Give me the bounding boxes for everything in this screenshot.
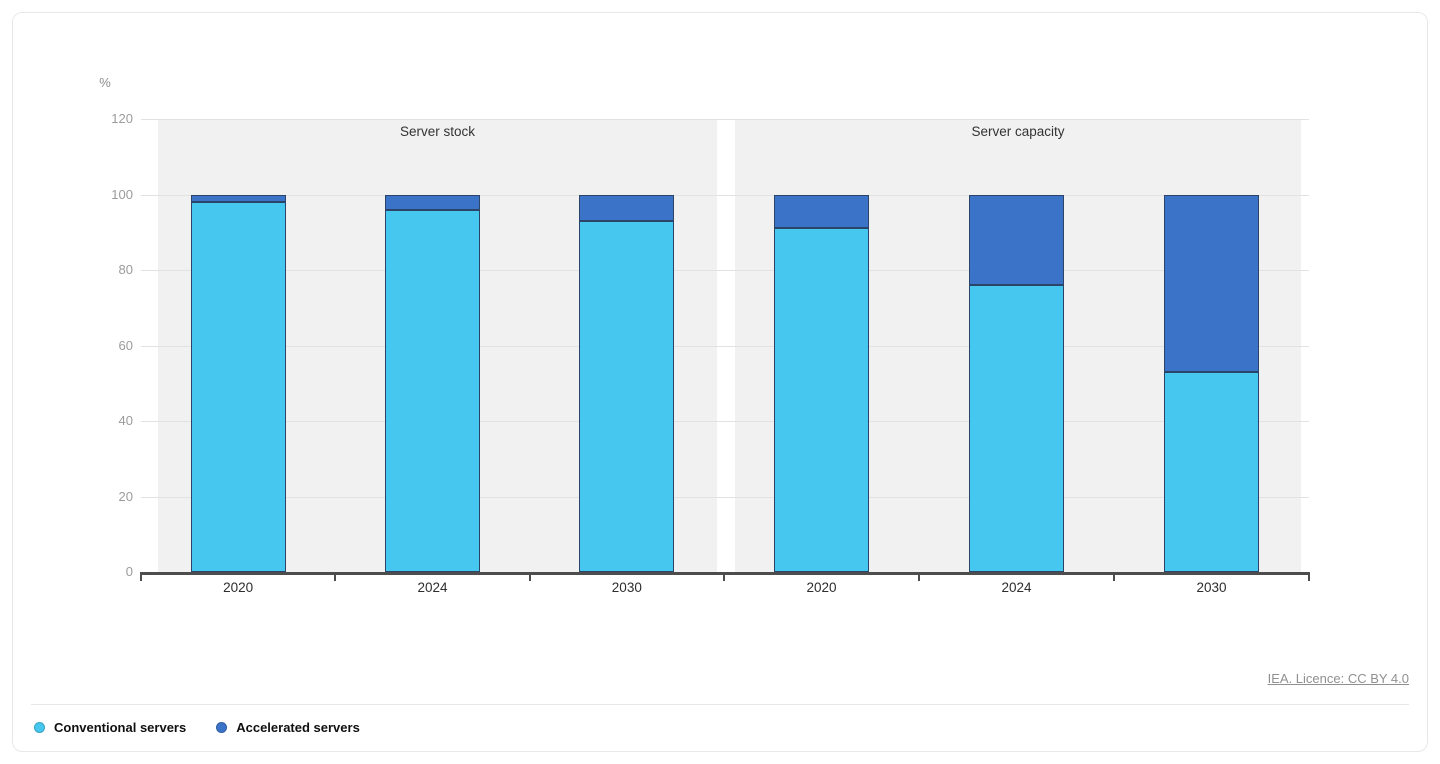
y-axis-tick-label: 80 [118, 262, 133, 277]
y-axis-tick-label: 0 [125, 564, 133, 579]
y-axis-tick-label: 20 [118, 488, 133, 504]
bar-segment-accelerated [385, 194, 480, 210]
bar-segment-accelerated [190, 194, 286, 203]
bar-segment-conventional [579, 220, 675, 572]
y-axis-tick-label: 60 [118, 337, 133, 353]
x-axis-tick [528, 572, 531, 581]
legend-item[interactable]: Accelerated servers [216, 720, 360, 735]
y-gridline [141, 345, 1309, 347]
y-axis-tick-label: 40 [118, 413, 133, 428]
x-axis-line [141, 572, 1309, 575]
x-axis-tick [918, 572, 920, 581]
legend-swatch-icon [34, 722, 45, 733]
x-axis-tick-label: 2030 [611, 580, 642, 595]
chart-legend: Conventional servers Accelerated servers [34, 720, 360, 735]
legend-swatch-icon [216, 722, 228, 733]
y-gridline [141, 421, 1309, 422]
y-gridline [141, 119, 1309, 120]
bar-segment-accelerated [1164, 194, 1259, 372]
panel-title: Server stock [399, 124, 476, 139]
bar-segment-conventional [774, 228, 869, 572]
x-axis-tick-label: 2024 [417, 580, 448, 595]
bar-segment-accelerated [969, 194, 1064, 286]
x-axis-tick-label: 2024 [1001, 580, 1032, 595]
stacked-bar [774, 194, 869, 573]
y-gridline [141, 270, 1309, 271]
stacked-bar [579, 194, 675, 573]
x-axis-tick [723, 572, 725, 581]
stacked-bar [385, 194, 480, 573]
stacked-bar [969, 194, 1064, 573]
x-axis-tick-label: 2020 [806, 580, 837, 595]
x-axis-tick [1113, 572, 1115, 581]
y-gridline [141, 194, 1309, 196]
x-axis-tick [140, 572, 142, 581]
x-axis-tick-label: 2030 [1196, 580, 1227, 595]
bar-segment-conventional [385, 209, 480, 572]
stacked-bar [1164, 194, 1259, 573]
y-gridline [141, 496, 1309, 498]
bar-segment-conventional [1164, 371, 1259, 572]
bar-segment-accelerated [579, 194, 675, 221]
chart-card: % Server stock Server capacity 0 20 40 60 80 10… [12, 12, 1428, 752]
bar-segment-accelerated [774, 194, 869, 229]
legend-label: Accelerated servers [236, 720, 360, 735]
legend-divider [31, 704, 1409, 705]
y-axis-tick-label: 100 [111, 186, 133, 202]
x-axis-tick [1308, 572, 1310, 581]
x-axis-tick-label: 2020 [223, 580, 254, 595]
legend-item[interactable]: Conventional servers [34, 720, 186, 735]
legend-label: Conventional servers [54, 720, 187, 735]
bar-segment-conventional [190, 202, 286, 572]
y-axis-tick-label: 120 [111, 111, 133, 126]
iea-licence-link[interactable]: IEA. Licence: CC BY 4.0 [1267, 671, 1409, 686]
stacked-bar [190, 194, 286, 573]
x-axis-tick [334, 572, 337, 581]
bar-segment-conventional [969, 285, 1064, 572]
y-axis-unit-label: % [99, 75, 111, 90]
panel-title: Server capacity [971, 124, 1065, 139]
